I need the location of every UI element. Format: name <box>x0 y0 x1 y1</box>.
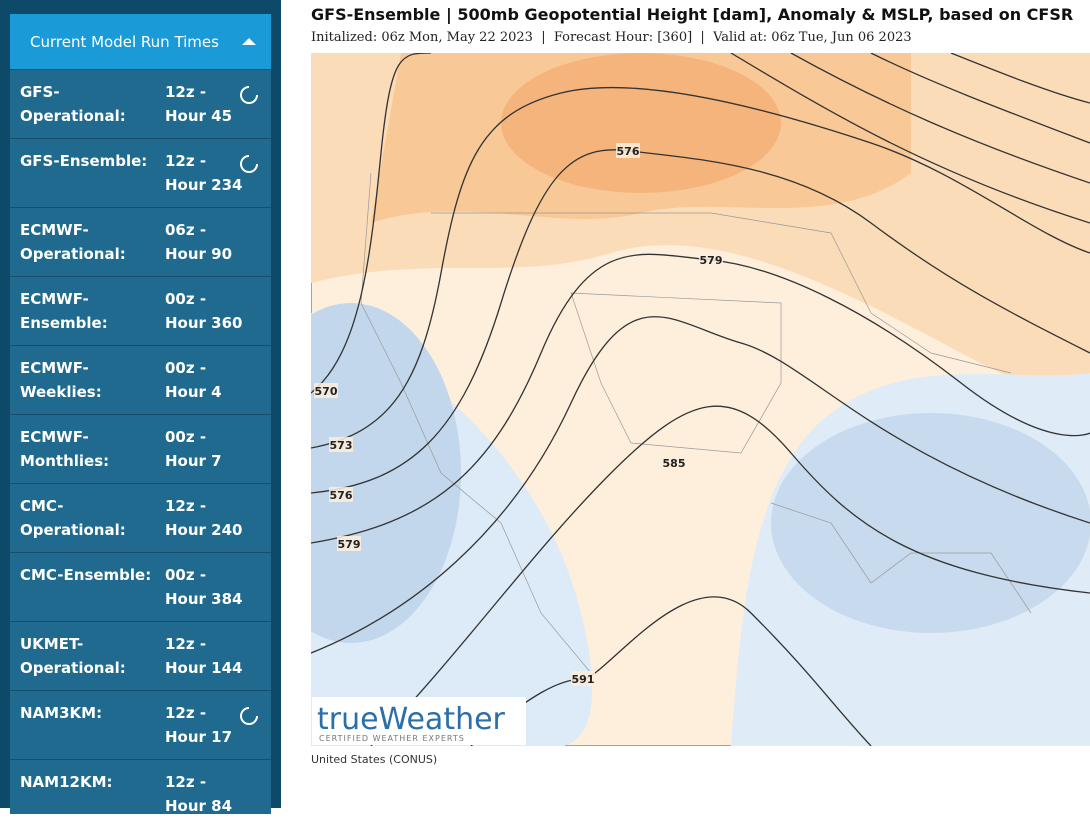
contour-label: 576 <box>330 489 353 502</box>
contour-label-bg <box>337 536 361 551</box>
model-panel: Current Model Run Times GFS-Operational:… <box>10 14 271 815</box>
model-name: ECMWF-Monthlies: <box>20 428 110 470</box>
model-row[interactable]: ECMWF-Weeklies: 00z - Hour 4 <box>10 345 271 414</box>
contour-label: 585 <box>663 457 686 470</box>
collapse-icon <box>242 38 256 45</box>
run-time: 00z - <box>165 428 207 446</box>
run-time: 00z - <box>165 290 207 308</box>
model-row[interactable]: GFS-Operational: 12z - Hour 45 <box>10 69 271 138</box>
contour-label-bg <box>616 143 640 158</box>
forecast-hour: Hour 234 <box>165 176 243 194</box>
run-time: 00z - <box>165 566 207 584</box>
run-time: 00z - <box>165 359 207 377</box>
run-time: 12z - <box>165 635 207 653</box>
model-name: ECMWF-Weeklies: <box>20 359 102 401</box>
loading-spinner <box>240 86 258 104</box>
model-run: 12z - Hour 45 <box>165 80 232 128</box>
model-run: 12z - Hour 17 <box>165 701 232 749</box>
model-run: 12z - Hour 84 <box>165 770 232 818</box>
map-title: GFS-Ensemble | 500mb Geopotential Height… <box>311 5 1074 24</box>
model-row[interactable]: ECMWF-Ensemble: 00z - Hour 360 <box>10 276 271 345</box>
run-time: 06z - <box>165 221 207 239</box>
model-name: GFS-Operational: <box>20 83 126 125</box>
model-name: GFS-Ensemble: <box>20 152 148 170</box>
spinner-arc <box>240 86 258 104</box>
model-name: ECMWF-Ensemble: <box>20 290 108 332</box>
model-run: 12z - Hour 240 <box>165 494 242 542</box>
map-subtitle: Initalized: 06z Mon, May 22 2023 | Forec… <box>311 30 912 45</box>
run-time: 12z - <box>165 83 207 101</box>
logo-tagline: CERTIFIED WEATHER EXPERTS <box>319 734 465 743</box>
model-run: 12z - Hour 144 <box>165 632 242 680</box>
model-run: 00z - Hour 4 <box>165 356 222 404</box>
contour-label-bg <box>571 671 595 686</box>
model-list: GFS-Operational: 12z - Hour 45 GFS-Ensemble… <box>10 69 271 828</box>
sidebar: Current Model Run Times GFS-Operational:… <box>0 0 281 815</box>
contour-label: 573 <box>330 439 353 452</box>
model-row[interactable]: GFS-Ensemble: 12z - Hour 234 <box>10 138 271 207</box>
run-time: 12z - <box>165 704 207 722</box>
logo: trueWeather <box>317 702 506 737</box>
model-run: 00z - Hour 384 <box>165 563 242 611</box>
model-row[interactable]: NAM3KM: 12z - Hour 17 <box>10 690 271 759</box>
forecast-hour: Hour 84 <box>165 797 233 815</box>
panel-title: Current Model Run Times <box>30 32 219 51</box>
model-name: CMC-Ensemble: <box>20 566 152 584</box>
spinner-arc <box>240 155 258 173</box>
loading-spinner <box>240 155 258 173</box>
run-time: 12z - <box>165 773 207 791</box>
model-row[interactable]: ECMWF-Monthlies: 00z - Hour 7 <box>10 414 271 483</box>
panel-header[interactable]: Current Model Run Times <box>10 14 271 69</box>
forecast-hour: Hour 144 <box>165 659 243 677</box>
loading-spinner <box>240 707 258 725</box>
model-run: 06z - Hour 90 <box>165 218 232 266</box>
model-run: 12z - Hour 234 <box>165 149 242 197</box>
forecast-hour: Hour 7 <box>165 452 222 470</box>
model-name: ECMWF-Operational: <box>20 221 126 263</box>
weather-map: trueWeather CERTIFIED WEATHER EXPERTS 57… <box>311 53 1090 746</box>
model-row[interactable]: CMC-Operational: 12z - Hour 240 <box>10 483 271 552</box>
contour-label: 591 <box>572 673 595 686</box>
run-time: 12z - <box>165 497 207 515</box>
run-time: 12z - <box>165 152 207 170</box>
model-name: UKMET-Operational: <box>20 635 126 677</box>
model-run: 00z - Hour 7 <box>165 425 222 473</box>
forecast-hour: Hour 17 <box>165 728 233 746</box>
spinner-arc <box>240 707 258 725</box>
forecast-hour: Hour 45 <box>165 107 233 125</box>
contour-label-bg <box>329 437 353 452</box>
model-name: NAM12KM: <box>20 773 113 791</box>
model-row[interactable]: UKMET-Operational: 12z - Hour 144 <box>10 621 271 690</box>
model-name: NAM3KM: <box>20 704 103 722</box>
forecast-hour: Hour 384 <box>165 590 243 608</box>
contour-label-bg <box>314 383 338 398</box>
contour-label-bg <box>329 487 353 502</box>
contour-label: 570 <box>315 385 338 398</box>
forecast-hour: Hour 4 <box>165 383 222 401</box>
contour-label: 576 <box>617 145 640 158</box>
forecast-hour: Hour 360 <box>165 314 243 332</box>
model-row[interactable]: ECMWF-Operational: 06z - Hour 90 <box>10 207 271 276</box>
forecast-hour: Hour 240 <box>165 521 243 539</box>
model-name: CMC-Operational: <box>20 497 126 539</box>
model-row[interactable]: CMC-Ensemble: 00z - Hour 384 <box>10 552 271 621</box>
map-caption: United States (CONUS) <box>311 753 438 766</box>
forecast-hour: Hour 90 <box>165 245 233 263</box>
contour-label: 579 <box>700 254 723 267</box>
contour-label-bg <box>699 252 723 267</box>
contour-label-bg <box>662 455 686 470</box>
model-run: 00z - Hour 360 <box>165 287 242 335</box>
model-row[interactable]: NAM12KM: 12z - Hour 84 <box>10 759 271 828</box>
contour-label: 579 <box>338 538 361 551</box>
